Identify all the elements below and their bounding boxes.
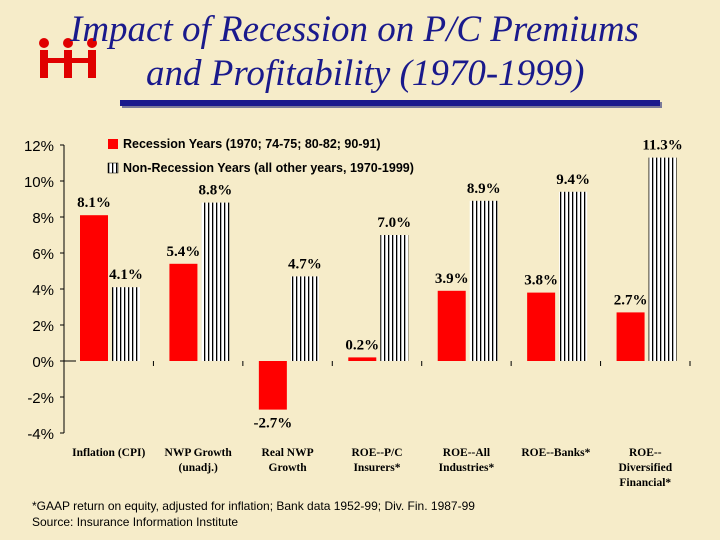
title-line-1: Impact of Recession on P/C Premiums — [70, 9, 639, 50]
data-label: 7.0% — [377, 215, 411, 231]
legend-recession-label: Recession Years (1970; 74-75; 80-82; 90-… — [123, 137, 381, 151]
legend-non-recession-label: Non-Recession Years (all other years, 19… — [123, 161, 414, 175]
legend-recession-swatch — [108, 139, 118, 149]
chart-title: Impact of Recession on P/C Premiums and … — [70, 8, 720, 96]
recession-bar — [616, 312, 645, 361]
y-tick-label: -4% — [27, 426, 54, 443]
data-label: 3.9% — [435, 271, 469, 287]
x-category-label: ROE--P/C — [351, 447, 402, 459]
bar-chart: -4% -2% 0% 2% 4% 6% 8% 10% 12% 8.1% 4.1% Inflation… — [24, 137, 691, 489]
non-recession-bar — [380, 235, 409, 361]
title-underline — [120, 100, 660, 106]
y-tick-label: 0% — [32, 354, 54, 371]
recession-bar — [437, 290, 466, 361]
data-label: 8.8% — [199, 183, 233, 199]
data-label: 5.4% — [167, 244, 201, 260]
y-tick-label: 2% — [32, 318, 54, 335]
data-label: 9.4% — [556, 172, 590, 188]
x-category-label: Diversified — [618, 462, 672, 474]
x-category-label: Insurers* — [353, 462, 400, 474]
recession-bar — [527, 292, 556, 361]
non-recession-bar — [112, 287, 140, 361]
title-line-2: and Profitability (1970-1999) — [146, 53, 585, 94]
data-label: 8.9% — [467, 181, 501, 197]
y-tick-label: 6% — [32, 246, 54, 263]
recession-bar — [169, 263, 198, 361]
non-recession-bar — [469, 200, 498, 361]
data-label: 11.3% — [642, 138, 682, 154]
y-tick-label: 12% — [24, 138, 54, 155]
x-category-label: NWP Growth — [165, 447, 233, 459]
x-category-label: Inflation (CPI) — [72, 447, 145, 459]
x-category-label: Growth — [269, 462, 308, 474]
recession-bar — [258, 361, 287, 410]
y-tick-label: 10% — [24, 174, 54, 191]
footnote-block: *GAAP return on equity, adjusted for inf… — [32, 498, 475, 530]
recession-bar — [80, 215, 108, 361]
x-category-label: Financial* — [619, 477, 671, 489]
non-recession-bar — [290, 276, 319, 361]
data-label: 2.7% — [614, 292, 648, 308]
data-label: -2.7% — [253, 416, 292, 432]
y-tick-label: -2% — [27, 390, 54, 407]
non-recession-bar — [201, 202, 230, 361]
non-recession-bar — [648, 157, 677, 361]
y-tick-label: 4% — [32, 282, 54, 299]
x-category-label: ROE--All — [443, 447, 490, 459]
data-label: 4.7% — [288, 256, 322, 272]
data-label: 4.1% — [109, 267, 143, 283]
x-category-label: (unadj.) — [178, 462, 217, 474]
footnote: *GAAP return on equity, adjusted for inf… — [32, 499, 475, 513]
x-category-label: ROE--Banks* — [521, 447, 590, 459]
legend-non-recession-swatch — [107, 162, 119, 174]
x-category-label: ROE-- — [629, 447, 662, 459]
recession-bar — [348, 357, 377, 361]
data-label: 0.2% — [345, 337, 379, 353]
data-label: 3.8% — [524, 273, 558, 289]
iii-logo-icon — [39, 38, 97, 78]
data-label: 8.1% — [77, 195, 111, 211]
source-note: Source: Insurance Information Institute — [32, 515, 239, 529]
non-recession-bar — [559, 191, 588, 361]
y-tick-label: 8% — [32, 210, 54, 227]
x-category-label: Industries* — [439, 462, 495, 474]
x-category-label: Real NWP — [262, 447, 314, 459]
